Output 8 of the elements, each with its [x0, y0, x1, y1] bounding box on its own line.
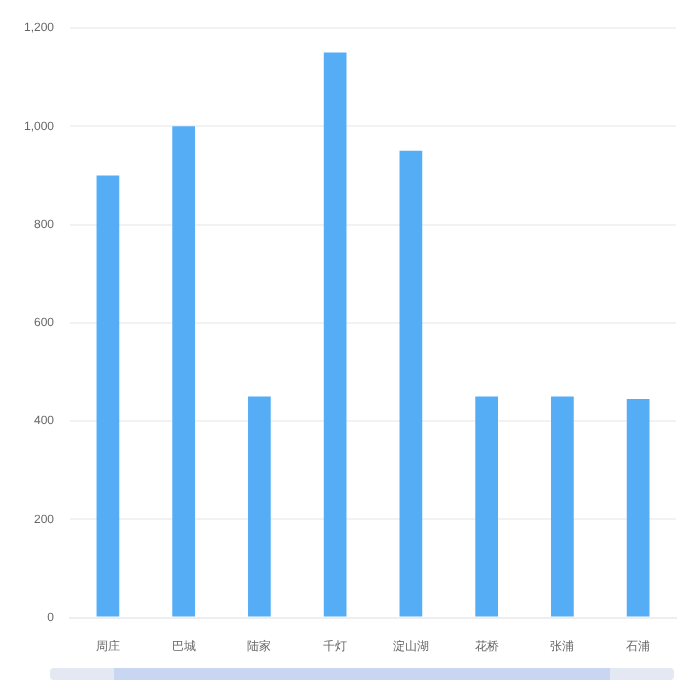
bar: [323, 52, 347, 617]
bar: [96, 175, 120, 617]
bar: [399, 150, 423, 617]
bar: [475, 396, 498, 617]
bar: [626, 398, 650, 617]
bar: [248, 396, 271, 617]
bar: [172, 126, 196, 617]
bar: [551, 396, 574, 617]
